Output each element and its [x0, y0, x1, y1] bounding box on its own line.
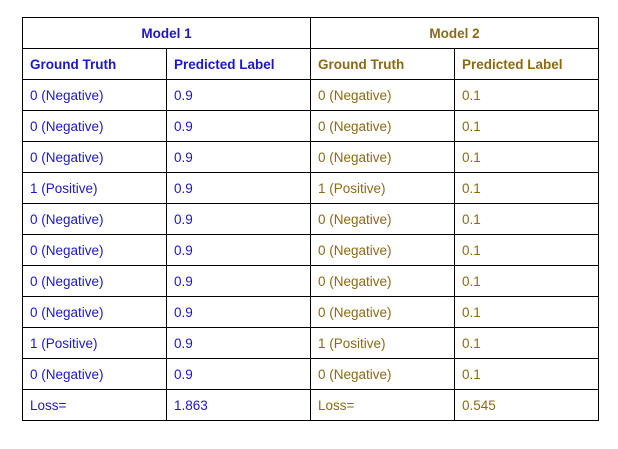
model-2-ground-truth-cell: 0 (Negative)	[310, 141, 456, 173]
model-2-ground-truth-cell: 0 (Negative)	[310, 110, 456, 142]
model-2-ground-truth-header: Ground Truth	[310, 48, 456, 80]
column-header-row: Ground Truth Predicted Label Ground Trut…	[22, 48, 600, 80]
table-row: 1 (Positive) 0.9 1 (Positive) 0.1	[22, 172, 600, 204]
model-1-predicted-label-cell: 0.9	[165, 172, 312, 204]
model-2-ground-truth-cell: 0 (Negative)	[310, 358, 456, 390]
model-2-predicted-label-cell: 0.1	[454, 110, 600, 142]
table-row: 1 (Positive) 0.9 1 (Positive) 0.1	[22, 327, 600, 359]
model-2-ground-truth-cell: 0 (Negative)	[310, 79, 456, 111]
model-1-loss-value: 1.863	[165, 389, 312, 421]
model-2-predicted-label-header: Predicted Label	[454, 48, 600, 80]
model-2-predicted-label-cell: 0.1	[454, 141, 600, 173]
model-1-ground-truth-cell: 0 (Negative)	[22, 358, 167, 390]
model-2-predicted-label-cell: 0.1	[454, 203, 600, 235]
model-2-ground-truth-cell: 1 (Positive)	[310, 327, 456, 359]
model-1-predicted-label-cell: 0.9	[165, 110, 312, 142]
table-row: 0 (Negative) 0.9 0 (Negative) 0.1	[22, 110, 600, 142]
table-row: 0 (Negative) 0.9 0 (Negative) 0.1	[22, 141, 600, 173]
model-2-predicted-label-cell: 0.1	[454, 79, 600, 111]
model-1-loss-label: Loss=	[22, 389, 167, 421]
model-1-ground-truth-cell: 0 (Negative)	[22, 265, 167, 297]
model-1-predicted-label-cell: 0.9	[165, 79, 312, 111]
model-1-ground-truth-cell: 0 (Negative)	[22, 203, 167, 235]
model-1-predicted-label-cell: 0.9	[165, 141, 312, 173]
model-2-title: Model 2	[310, 17, 600, 49]
model-2-predicted-label-cell: 0.1	[454, 296, 600, 328]
model-1-ground-truth-cell: 1 (Positive)	[22, 327, 167, 359]
model-2-predicted-label-cell: 0.1	[454, 234, 600, 266]
model-1-ground-truth-cell: 0 (Negative)	[22, 141, 167, 173]
model-comparison-table: Model 1 Model 2 Ground Truth Predicted L…	[21, 17, 600, 421]
model-1-predicted-label-cell: 0.9	[165, 327, 312, 359]
model-2-ground-truth-cell: 0 (Negative)	[310, 203, 456, 235]
table-row: 0 (Negative) 0.9 0 (Negative) 0.1	[22, 234, 600, 266]
table-row: 0 (Negative) 0.9 0 (Negative) 0.1	[22, 265, 600, 297]
table-row: 0 (Negative) 0.9 0 (Negative) 0.1	[22, 203, 600, 235]
model-1-ground-truth-cell: 0 (Negative)	[22, 79, 167, 111]
model-1-predicted-label-cell: 0.9	[165, 358, 312, 390]
model-2-ground-truth-cell: 0 (Negative)	[310, 234, 456, 266]
table-row: 0 (Negative) 0.9 0 (Negative) 0.1	[22, 358, 600, 390]
model-2-predicted-label-cell: 0.1	[454, 265, 600, 297]
model-1-title: Model 1	[21, 17, 312, 49]
model-1-ground-truth-cell: 0 (Negative)	[22, 296, 167, 328]
model-2-predicted-label-cell: 0.1	[454, 358, 600, 390]
model-1-ground-truth-cell: 0 (Negative)	[22, 234, 167, 266]
model-1-ground-truth-cell: 0 (Negative)	[22, 110, 167, 142]
model-2-predicted-label-cell: 0.1	[454, 327, 600, 359]
model-2-loss-value: 0.545	[454, 389, 600, 421]
model-1-predicted-label-header: Predicted Label	[165, 48, 312, 80]
table-row: 0 (Negative) 0.9 0 (Negative) 0.1	[22, 296, 600, 328]
model-1-ground-truth-header: Ground Truth	[22, 48, 167, 80]
model-header-row: Model 1 Model 2	[21, 17, 600, 49]
model-1-ground-truth-cell: 1 (Positive)	[22, 172, 167, 204]
table-row: 0 (Negative) 0.9 0 (Negative) 0.1	[22, 79, 600, 111]
model-2-loss-label: Loss=	[310, 389, 456, 421]
model-2-predicted-label-cell: 0.1	[454, 172, 600, 204]
model-1-predicted-label-cell: 0.9	[165, 234, 312, 266]
model-1-predicted-label-cell: 0.9	[165, 265, 312, 297]
model-1-predicted-label-cell: 0.9	[165, 203, 312, 235]
model-2-ground-truth-cell: 1 (Positive)	[310, 172, 456, 204]
loss-row: Loss= 1.863 Loss= 0.545	[22, 389, 600, 421]
model-2-ground-truth-cell: 0 (Negative)	[310, 265, 456, 297]
model-1-predicted-label-cell: 0.9	[165, 296, 312, 328]
model-2-ground-truth-cell: 0 (Negative)	[310, 296, 456, 328]
